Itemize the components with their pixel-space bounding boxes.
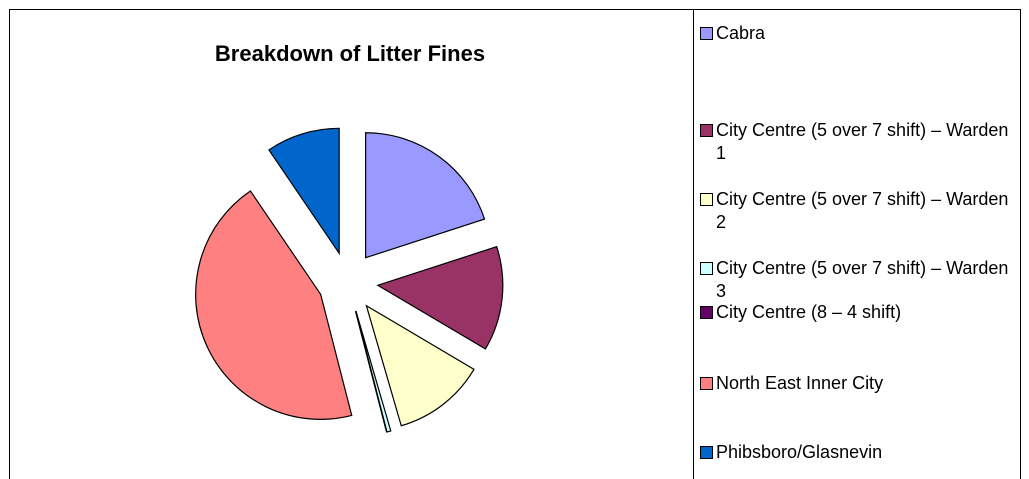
chart-title: Breakdown of Litter Fines — [215, 41, 485, 66]
pie-slice — [354, 310, 388, 433]
legend-label: City Centre (8 – 4 shift) — [716, 302, 902, 322]
legend-label: City Centre (5 over 7 shift) – Warden 3 — [716, 258, 1009, 301]
legend-swatch — [700, 124, 713, 137]
legend-item: North East Inner City — [700, 372, 1020, 395]
legend-item: City Centre (5 over 7 shift) – Warden 1 — [700, 119, 1020, 165]
pie-slice — [268, 127, 340, 256]
legend-label: City Centre (5 over 7 shift) – Warden 2 — [716, 189, 1009, 232]
legend-swatch — [700, 446, 713, 459]
legend-swatch — [700, 306, 713, 319]
legend-label: North East Inner City — [716, 373, 884, 393]
legend-label: City Centre (5 over 7 shift) – Warden 1 — [716, 120, 1009, 163]
legend-swatch — [700, 262, 713, 275]
legend-label: Phibsboro/Glasnevin — [716, 442, 883, 462]
pie-slice — [195, 190, 353, 420]
legend-swatch — [700, 377, 713, 390]
legend-item: City Centre (5 over 7 shift) – Warden 2 — [700, 188, 1020, 234]
legend-label: Cabra — [716, 23, 766, 43]
pie-slice — [376, 245, 504, 350]
chart-frame — [9, 9, 1021, 479]
pie-slice — [365, 304, 475, 427]
pie-slice — [365, 132, 486, 259]
legend-item: City Centre (5 over 7 shift) – Warden 3 — [700, 257, 1020, 303]
legend-item: Cabra — [700, 22, 1020, 45]
legend-swatch — [700, 27, 713, 40]
legend-swatch — [700, 193, 713, 206]
legend-item: City Centre (8 – 4 shift) — [700, 301, 1020, 324]
legend-item: Phibsboro/Glasnevin — [700, 441, 1020, 464]
